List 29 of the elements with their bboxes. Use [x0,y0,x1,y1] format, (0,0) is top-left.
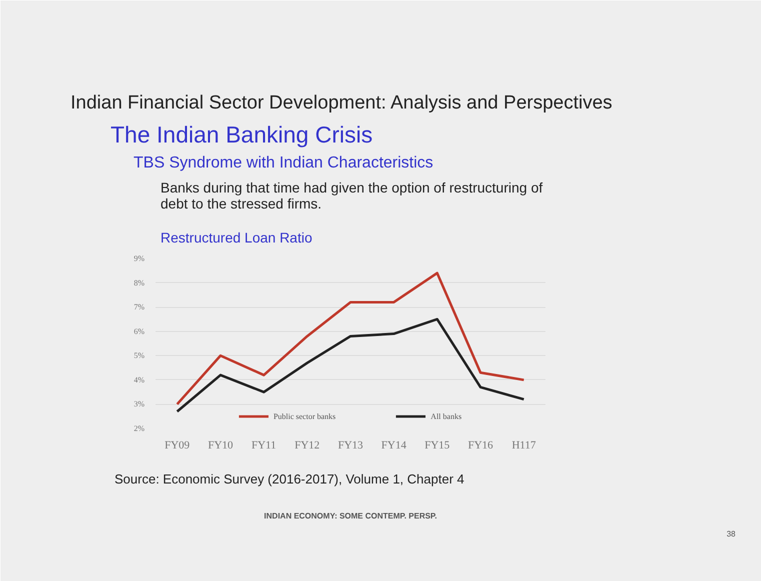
text: TBS Syndrome with Indian Characteristics [134,154,434,172]
x-tick-label: FY12 [294,440,320,452]
text: 38 [726,530,736,538]
y-tick-label: 8% [134,278,145,288]
legend-label: Public sector banks [273,412,336,420]
y-tick-label: 6% [134,326,145,336]
y-tick-label: 7% [134,302,145,312]
x-tick-label: FY10 [208,440,234,452]
line-series [176,318,526,413]
text: INDIAN ECONOMY: SOME CONTEMP. PERSP. [264,512,437,520]
line-series [176,272,526,406]
x-tick-label: FY14 [381,440,407,452]
chart-subtitle: The Indian Banking Crisis [110,122,373,148]
x-tick-label: FY16 [468,440,494,452]
text: Banks during that time had given the option of restructuring of debt to the stressed firms. [160,180,543,212]
x-tick-label: FY13 [338,440,364,452]
text: Restructured Loan Ratio [160,230,312,246]
y-tick-label: 3% [134,400,145,409]
chart-title: Indian Financial Sector Development: Analysis and Perspectives [70,92,612,114]
y-tick-label: 4% [134,375,145,384]
x-tick-label: FY15 [424,440,450,452]
y-tick-label: 5% [134,351,145,360]
x-tick-label: FY11 [252,440,276,452]
legend-label: All banks [430,412,462,420]
x-tick-label: FY09 [164,440,190,452]
x-tick-label: H117 [512,440,536,452]
y-tick-label: 9% [134,254,145,263]
y-tick-label: 2% [134,424,145,433]
source-note: Source: Economic Survey (2016-2017), Volume 1, Chapter 4 [114,472,464,486]
